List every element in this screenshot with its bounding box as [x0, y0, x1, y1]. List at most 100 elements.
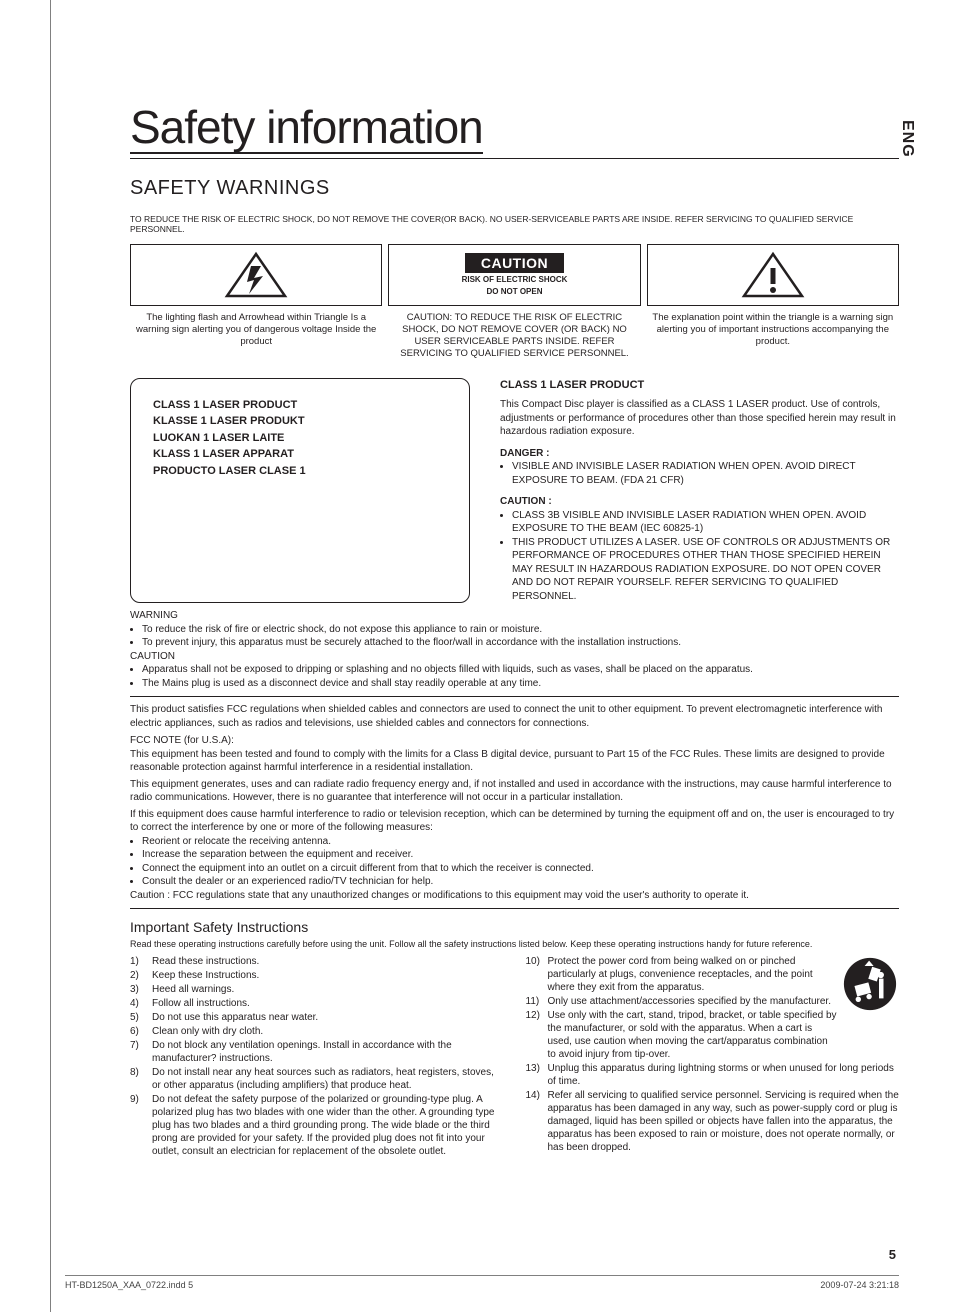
fcc-b1: Reorient or relocate the receiving anten…: [142, 835, 899, 849]
cart-tipover-icon: [843, 957, 897, 1011]
tri-col-left: The lighting flash and Arrowhead within …: [130, 244, 382, 360]
tri-col-right: The explanation point within the triangl…: [647, 244, 899, 360]
laser-row: CLASS 1 LASER PRODUCT KLASSE 1 LASER PRO…: [130, 378, 899, 604]
fcc-p3: This equipment generates, uses and can r…: [130, 778, 899, 805]
laser-caution-1: CLASS 3B VISIBLE AND INVISIBLE LASER RAD…: [512, 509, 899, 536]
isi-text: Use only with the cart, stand, tripod, b…: [548, 1009, 838, 1061]
isi-columns: 1)Read these instructions.2)Keep these I…: [130, 955, 899, 1159]
isi-num: 3): [130, 983, 152, 996]
tri-right-caption: The explanation point within the triangl…: [647, 312, 899, 348]
caution-small-1: RISK OF ELECTRIC SHOCK: [462, 276, 568, 285]
language-tab: ENG: [898, 120, 916, 158]
footer-file: HT-BD1250A_XAA_0722.indd 5: [65, 1280, 193, 1290]
lightning-box: [130, 244, 382, 306]
isi-text: Do not block any ventilation openings. I…: [152, 1039, 504, 1065]
isi-col-left: 1)Read these instructions.2)Keep these I…: [130, 955, 504, 1159]
isi-item: 14)Refer all servicing to qualified serv…: [526, 1089, 900, 1154]
warning-1: To reduce the risk of fire or electric s…: [142, 623, 899, 637]
isi-num: 4): [130, 997, 152, 1010]
laser-l2: KLASSE 1 LASER PRODUKT: [153, 413, 447, 430]
exclaim-box: [647, 244, 899, 306]
isi-num: 7): [130, 1039, 152, 1065]
isi-item: 7)Do not block any ventilation openings.…: [130, 1039, 504, 1065]
tri-col-mid: CAUTION RISK OF ELECTRIC SHOCK DO NOT OP…: [388, 244, 640, 360]
isi-text: Do not defeat the safety purpose of the …: [152, 1093, 504, 1158]
fcc-p2: This equipment has been tested and found…: [130, 748, 899, 775]
fcc-note-label: FCC NOTE (for U.S.A):: [130, 734, 899, 748]
caution-label-2: CAUTION: [130, 650, 899, 664]
isi-item: 13)Unplug this apparatus during lightnin…: [526, 1062, 900, 1088]
footer: HT-BD1250A_XAA_0722.indd 5 2009-07-24 3:…: [65, 1275, 899, 1290]
exclaim-triangle-icon: [738, 250, 808, 300]
fcc-block: This product satisfies FCC regulations w…: [130, 703, 899, 902]
isi-num: 13): [526, 1062, 548, 1088]
warning-2: To prevent injury, this apparatus must b…: [142, 636, 899, 650]
section-subtitle: SAFETY WARNINGS: [130, 177, 899, 200]
isi-num: 5): [130, 1011, 152, 1024]
isi-text: Refer all servicing to qualified service…: [548, 1089, 900, 1154]
isi-num: 14): [526, 1089, 548, 1154]
isi-text: Only use attachment/accessories specifie…: [548, 995, 838, 1008]
isi-num: 10): [526, 955, 548, 994]
laser-l3: LUOKAN 1 LASER LAITE: [153, 430, 447, 447]
isi-item: 12)Use only with the cart, stand, tripod…: [526, 1009, 838, 1061]
isi-item: 4)Follow all instructions.: [130, 997, 504, 1010]
laser-danger-label: DANGER :: [500, 447, 899, 461]
page-number: 5: [889, 1247, 896, 1262]
separator-1: [130, 696, 899, 697]
caution-small-2: DO NOT OPEN: [486, 288, 542, 297]
laser-heading: CLASS 1 LASER PRODUCT: [500, 378, 899, 393]
isi-intro: Read these operating instructions carefu…: [130, 939, 899, 949]
isi-num: 8): [130, 1066, 152, 1092]
isi-item: 3)Heed all warnings.: [130, 983, 504, 996]
isi-num: 9): [130, 1093, 152, 1158]
isi-item: 10)Protect the power cord from being wal…: [526, 955, 838, 994]
isi-col-right: 10)Protect the power cord from being wal…: [526, 955, 900, 1159]
top-warning-text: TO REDUCE THE RISK OF ELECTRIC SHOCK, DO…: [130, 214, 899, 234]
laser-caution-label: CAUTION :: [500, 495, 899, 509]
left-margin-rule: [50, 0, 51, 1312]
isi-text: Do not install near any heat sources suc…: [152, 1066, 504, 1092]
isi-num: 1): [130, 955, 152, 968]
fcc-p4: If this equipment does cause harmful int…: [130, 808, 899, 835]
fcc-p5: Caution : FCC regulations state that any…: [130, 889, 899, 903]
isi-text: Keep these Instructions.: [152, 969, 504, 982]
laser-l4: KLASS 1 LASER APPARAT: [153, 446, 447, 463]
laser-caution-2: THIS PRODUCT UTILIZES A LASER. USE OF CO…: [512, 536, 899, 604]
caution-2: The Mains plug is used as a disconnect d…: [142, 677, 899, 691]
footer-stamp: 2009-07-24 3:21:18: [820, 1280, 899, 1290]
isi-num: 12): [526, 1009, 548, 1061]
lightning-triangle-icon: [221, 250, 291, 300]
isi-num: 2): [130, 969, 152, 982]
laser-l5: PRODUCTO LASER CLASE 1: [153, 463, 447, 480]
isi-item: 9)Do not defeat the safety purpose of th…: [130, 1093, 504, 1158]
tri-mid-caption: CAUTION: TO REDUCE THE RISK OF ELECTRIC …: [388, 312, 640, 360]
isi-title: Important Safety Instructions: [130, 919, 899, 935]
caution-box: CAUTION RISK OF ELECTRIC SHOCK DO NOT OP…: [388, 244, 640, 306]
page-title-text: Safety information: [130, 104, 483, 154]
isi-text: Read these instructions.: [152, 955, 504, 968]
isi-text: Follow all instructions.: [152, 997, 504, 1010]
isi-text: Unplug this apparatus during lightning s…: [548, 1062, 900, 1088]
isi-text: Clean only with dry cloth.: [152, 1025, 504, 1038]
isi-item: 6)Clean only with dry cloth.: [130, 1025, 504, 1038]
fcc-b2: Increase the separation between the equi…: [142, 848, 899, 862]
isi-item: 11)Only use attachment/accessories speci…: [526, 995, 838, 1008]
tri-left-caption: The lighting flash and Arrowhead within …: [130, 312, 382, 348]
warning-label: WARNING: [130, 609, 899, 623]
warning-triple-row: The lighting flash and Arrowhead within …: [130, 244, 899, 360]
separator-2: [130, 908, 899, 909]
fcc-b3: Connect the equipment into an outlet on …: [142, 862, 899, 876]
caution-1: Apparatus shall not be exposed to drippi…: [142, 663, 899, 677]
isi-item: 1)Read these instructions.: [130, 955, 504, 968]
isi-text: Do not use this apparatus near water.: [152, 1011, 504, 1024]
isi-text: Protect the power cord from being walked…: [548, 955, 838, 994]
fcc-p1: This product satisfies FCC regulations w…: [130, 703, 899, 730]
laser-para: This Compact Disc player is classified a…: [500, 398, 899, 439]
laser-l1: CLASS 1 LASER PRODUCT: [153, 397, 447, 414]
isi-num: 11): [526, 995, 548, 1008]
isi-item: 2)Keep these Instructions.: [130, 969, 504, 982]
isi-text: Heed all warnings.: [152, 983, 504, 996]
laser-multilang-box: CLASS 1 LASER PRODUCT KLASSE 1 LASER PRO…: [130, 378, 470, 604]
laser-right-col: CLASS 1 LASER PRODUCT This Compact Disc …: [500, 378, 899, 604]
